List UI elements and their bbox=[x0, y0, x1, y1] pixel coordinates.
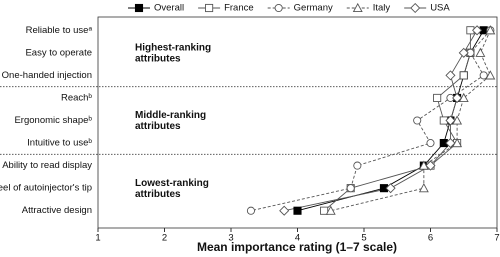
y-tick-label: Reliable to useᵃ bbox=[26, 25, 93, 36]
marker bbox=[413, 116, 422, 125]
marker bbox=[293, 206, 302, 215]
marker bbox=[433, 93, 442, 102]
legend-item: France bbox=[198, 3, 254, 14]
x-axis-title: Mean importance rating (1–7 scale) bbox=[197, 240, 397, 254]
legend-symbol bbox=[274, 3, 283, 13]
legend-symbol bbox=[410, 2, 421, 14]
marker bbox=[459, 71, 468, 80]
marker bbox=[325, 205, 336, 215]
legend-item: Germany bbox=[267, 3, 333, 14]
legend-item: USA bbox=[404, 3, 450, 14]
legend-item: Overall bbox=[128, 3, 184, 14]
y-tick-label: Intuitive to useᵇ bbox=[27, 138, 92, 149]
marker bbox=[425, 160, 436, 171]
group-label: Highest-ranking bbox=[135, 42, 211, 53]
group-label: attributes bbox=[135, 53, 181, 64]
y-tick-label: Feel of autoinjector's tip bbox=[0, 183, 92, 194]
marker bbox=[320, 206, 329, 215]
x-tick-label: 7 bbox=[494, 233, 499, 244]
marker bbox=[445, 138, 456, 149]
x-tick-label: 4 bbox=[295, 233, 300, 244]
marker bbox=[353, 161, 362, 170]
marker bbox=[485, 70, 496, 80]
y-tick-label: Easy to operate bbox=[25, 47, 92, 58]
group-label: attributes bbox=[135, 189, 181, 200]
y-tick-label: Attractive design bbox=[22, 205, 92, 216]
marker bbox=[246, 206, 255, 215]
marker bbox=[479, 71, 488, 80]
x-tick-label: 6 bbox=[428, 233, 433, 244]
marker bbox=[445, 115, 456, 126]
y-tick-label: Ergonomic shapeᵇ bbox=[14, 115, 92, 126]
marker bbox=[445, 70, 456, 81]
legend-symbol bbox=[205, 3, 214, 13]
legend-symbol bbox=[352, 2, 363, 13]
legend-label: France bbox=[224, 3, 254, 14]
legend-label: USA bbox=[430, 3, 450, 14]
marker bbox=[472, 25, 483, 36]
group-label: Middle-ranking bbox=[135, 110, 206, 121]
series-line bbox=[330, 30, 491, 212]
marker bbox=[426, 139, 435, 148]
y-tick-label: Reachᵇ bbox=[61, 92, 92, 103]
marker bbox=[346, 184, 355, 193]
legend-label: Overall bbox=[154, 3, 184, 14]
x-tick-label: 3 bbox=[228, 233, 233, 244]
y-tick-label: Ability to read display bbox=[2, 160, 92, 171]
marker bbox=[279, 205, 290, 216]
y-tick-label: One-handed injection bbox=[2, 70, 92, 81]
x-tick-label: 5 bbox=[361, 233, 366, 244]
group-label: Lowest-ranking bbox=[135, 178, 209, 189]
marker bbox=[418, 183, 429, 193]
legend-symbol bbox=[134, 3, 144, 13]
marker bbox=[458, 47, 469, 58]
x-tick-label: 1 bbox=[95, 233, 100, 244]
marker bbox=[485, 25, 496, 35]
marker bbox=[452, 92, 463, 103]
legend-item: Italy bbox=[346, 2, 391, 14]
legend-label: Germany bbox=[294, 3, 333, 14]
x-tick-label: 2 bbox=[162, 233, 167, 244]
marker bbox=[475, 47, 486, 57]
group-label: attributes bbox=[135, 121, 181, 132]
legend-label: Italy bbox=[373, 3, 391, 14]
marker bbox=[385, 183, 396, 194]
